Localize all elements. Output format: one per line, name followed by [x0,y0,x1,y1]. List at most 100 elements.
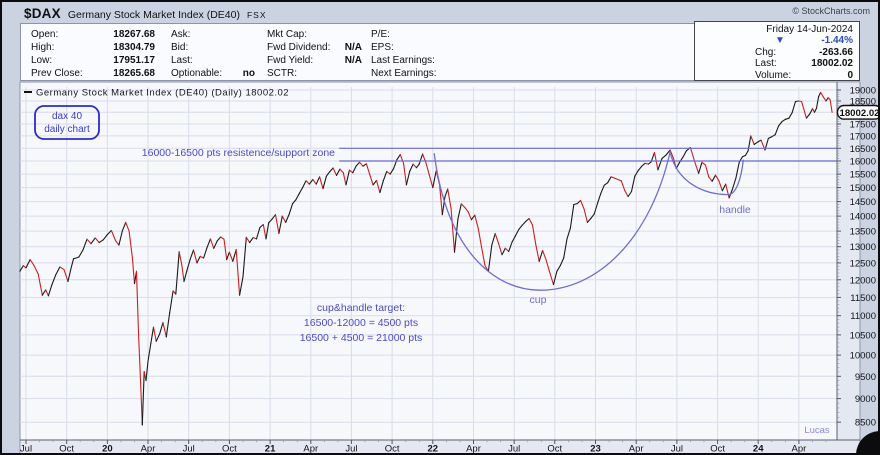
svg-text:Apr: Apr [629,444,644,455]
gridlines [20,87,837,440]
down-triangle-icon: ▼ [775,35,785,47]
svg-text:Apr: Apr [466,444,481,455]
quote-label: High: [31,42,55,53]
svg-text:21: 21 [265,444,276,455]
svg-text:Jul: Jul [508,444,520,455]
svg-text:Apr: Apr [141,444,156,455]
quote-column-2: Mkt Cap: Fwd Dividend: N/A Fwd Yield: N/A SCT… [267,28,362,80]
svg-text:23: 23 [590,444,601,455]
svg-text:11500: 11500 [850,293,876,304]
quote-date: Friday 14-Jun-2024 [766,24,853,35]
last-value: 18002.02 [811,58,853,70]
quote-row: Bid: [171,41,255,54]
quote-label: Ask: [171,29,191,40]
ticker-symbol: $DAX [24,6,61,21]
svg-text:Oct: Oct [710,444,725,455]
title-bar: $DAX Germany Stock Market Index (DE40) FSX [24,5,267,22]
handle-curve [669,151,744,196]
svg-text:Oct: Oct [59,444,74,455]
index-name: Germany Stock Market Index (DE40) [67,9,240,21]
svg-text:12000: 12000 [850,275,876,286]
quote-row: Fwd Yield: N/A [267,54,362,67]
quote-row: Mkt Cap: [267,28,362,41]
last-price-bubble: 18002.02 [836,104,879,120]
x-axis-labels: Jul Oct 20 Apr Jul Oct 21 Apr Jul Oct 22 Apr Jul Oct 2… [20,444,807,455]
quote-label: EPS: [371,42,394,53]
exchange-label: FSX [246,10,267,20]
svg-text:Jul: Jul [345,444,357,455]
svg-text:17500: 17500 [850,120,876,131]
svg-text:13000: 13000 [850,242,876,253]
quote-summary-box: Friday 14-Jun-2024 ▼ -1.44% Chg: -263.66… [694,21,860,81]
percent-change-value: -1.44% [821,35,853,47]
volume-label: Volume: [755,69,792,81]
quote-row: SCTR: [267,67,362,80]
quote-value: N/A [344,42,362,53]
quote-row: P/E: [371,28,501,41]
svg-text:10000: 10000 [850,351,876,362]
svg-text:Apr: Apr [792,444,807,455]
quote-label: Prev Close: [31,68,83,79]
change-row: Chg: -263.66 [695,47,859,58]
svg-text:16500: 16500 [850,144,876,155]
quote-value: 18265.68 [113,68,155,79]
svg-text:Jul: Jul [20,444,32,455]
quote-label: P/E: [371,29,390,40]
svg-text:17000: 17000 [850,131,876,142]
svg-text:18002.02: 18002.02 [839,108,879,119]
svg-text:18500: 18500 [850,97,876,108]
svg-text:11000: 11000 [850,311,876,322]
quote-column-1: Ask: Bid: Last: Optionable: no [171,28,255,80]
quote-label: Optionable: [171,68,223,79]
svg-text:20: 20 [102,444,113,455]
svg-text:Jul: Jul [183,444,195,455]
quote-label: Last: [171,55,193,66]
svg-text:Apr: Apr [303,444,318,455]
svg-text:22: 22 [428,444,439,455]
quote-label: Last Earnings: [371,55,435,66]
cup-curve [433,151,671,291]
volume-value: 0 [847,69,853,81]
quote-label: Low: [31,55,53,66]
target-annotation-line: cup&handle target: [317,302,405,314]
svg-text:Oct: Oct [547,444,562,455]
svg-text:10500: 10500 [850,330,876,341]
stockcharts-copyright: © StockCharts.com [792,6,870,16]
quote-row: Fwd Dividend: N/A [267,41,362,54]
quote-label: Mkt Cap: [267,29,308,40]
chart-legend: Germany Stock Market Index (DE40) (Daily… [24,88,289,99]
quote-row: Last: [171,54,255,67]
svg-text:daily chart: daily chart [44,124,90,135]
dax40-annotation-box: dax 40 daily chart [34,105,100,140]
svg-text:9000: 9000 [855,394,876,405]
svg-text:13500: 13500 [850,227,876,238]
last-label: Last: [755,58,777,70]
quote-label: Fwd Yield: [267,55,314,66]
svg-text:9500: 9500 [855,372,876,383]
zone-annotation-text: 16000-16500 pts resistence/support zone [142,147,335,159]
svg-text:Oct: Oct [385,444,400,455]
quote-row: EPS: [371,41,501,54]
change-value: -263.66 [819,46,853,58]
cup-label: cup [530,294,547,306]
svg-text:Jul: Jul [671,444,683,455]
quote-row: Last Earnings: [371,54,501,67]
percent-change-row: ▼ -1.44% [695,35,859,46]
quote-row: Prev Close: 18265.68 [31,67,155,80]
quote-label: Fwd Dividend: [267,42,331,53]
price-line [19,91,833,426]
handle-label: handle [719,204,751,216]
quote-value: 18304.79 [113,42,155,53]
volume-row: Volume: 0 [695,70,859,81]
svg-text:16000: 16000 [850,157,876,168]
quote-value: 17951.17 [113,55,155,66]
svg-text:14000: 14000 [850,212,876,223]
svg-text:24: 24 [753,444,764,455]
target-annotation-line: 16500-12000 = 4500 pts [304,317,418,329]
support-zone-lines [339,147,837,162]
y-axis-strip [837,83,860,453]
change-label: Chg: [755,46,777,58]
quote-row: Next Earnings: [371,67,501,80]
